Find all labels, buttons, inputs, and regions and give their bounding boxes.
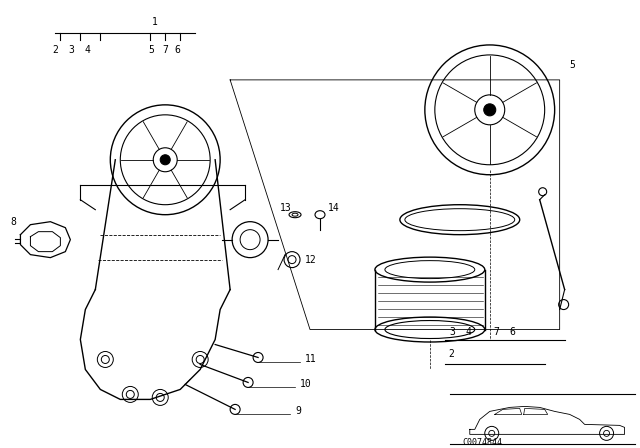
Text: 5: 5	[570, 60, 575, 70]
Text: 7: 7	[162, 45, 168, 55]
Text: 1: 1	[152, 17, 158, 27]
Text: 13: 13	[280, 202, 292, 213]
Text: 6: 6	[174, 45, 180, 55]
Circle shape	[484, 104, 496, 116]
Text: 12: 12	[305, 254, 317, 265]
Text: 2: 2	[52, 45, 58, 55]
Text: 4: 4	[466, 327, 472, 336]
Text: C0074844: C0074844	[463, 438, 503, 447]
Text: 5: 5	[148, 45, 154, 55]
Text: 2: 2	[448, 349, 454, 359]
Text: 14: 14	[328, 202, 340, 213]
Text: 11: 11	[305, 354, 317, 365]
Text: 9: 9	[295, 406, 301, 416]
Text: 10: 10	[300, 379, 312, 389]
Polygon shape	[470, 406, 625, 435]
Text: 8: 8	[10, 217, 17, 227]
Circle shape	[160, 155, 170, 165]
Text: 3: 3	[68, 45, 74, 55]
Text: 3: 3	[450, 327, 456, 336]
Text: 7: 7	[493, 327, 500, 336]
Text: 6: 6	[509, 327, 516, 336]
Text: 4: 4	[84, 45, 90, 55]
